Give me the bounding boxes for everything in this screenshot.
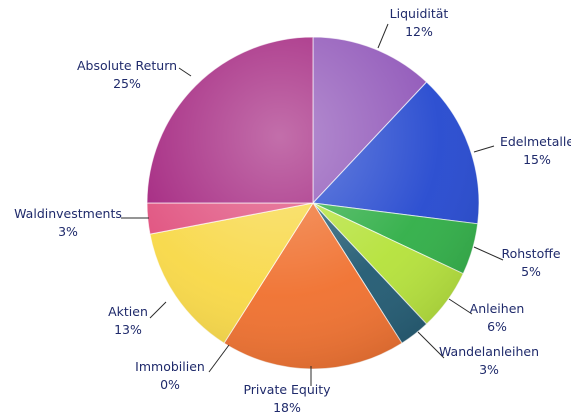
label-wandelanleihen: Wandelanleihen [439, 344, 539, 359]
label-anleihen: Anleihen [470, 301, 525, 316]
leader-line-rohstoffe [473, 246, 504, 261]
label-liquiditat: Liquidität [390, 6, 449, 21]
value-label-rohstoffe: 5% [521, 264, 541, 279]
label-private-equity: Private Equity [243, 382, 331, 397]
leader-line-anleihen [448, 298, 473, 315]
label-immobilien: Immobilien [135, 359, 205, 374]
value-label-edelmetalle: 15% [523, 152, 551, 167]
value-label-aktien: 13% [114, 322, 142, 337]
leader-line-immobilien [208, 344, 230, 373]
leader-lines [121, 23, 504, 386]
slice-labels: Liquidität 12% Edelmetalle 15% Rohstoffe 5% An… [14, 6, 571, 412]
label-absolute-return: Absolute Return [77, 58, 177, 73]
pie-slices [146, 36, 480, 370]
leader-line-absolute-return [178, 67, 192, 77]
label-rohstoffe: Rohstoffe [501, 246, 560, 261]
leader-line-wandelanleihen [417, 331, 445, 359]
value-label-waldinvestments: 3% [58, 224, 78, 239]
label-edelmetalle: Edelmetalle [500, 134, 571, 149]
value-label-immobilien: 0% [160, 377, 180, 392]
leader-line-edelmetalle [473, 145, 495, 153]
value-label-anleihen: 6% [487, 319, 507, 334]
value-label-liquiditat: 12% [405, 24, 433, 39]
value-label-wandelanleihen: 3% [479, 362, 499, 377]
value-label-absolute-return: 25% [113, 76, 141, 91]
value-label-private-equity: 18% [273, 400, 301, 412]
leader-line-liquiditat [377, 23, 389, 49]
label-aktien: Aktien [108, 304, 148, 319]
leader-line-aktien [149, 301, 167, 319]
label-waldinvestments: Waldinvestments [14, 206, 122, 221]
